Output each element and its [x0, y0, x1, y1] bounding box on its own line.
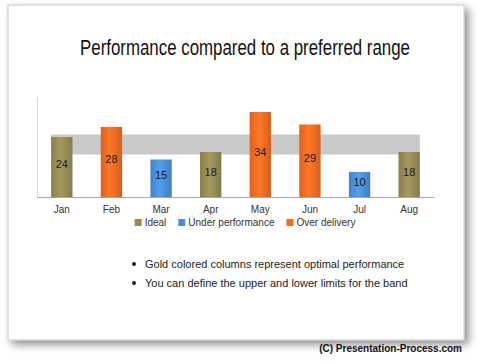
x-tick: Jan — [54, 197, 70, 215]
legend-label: Ideal — [145, 217, 167, 228]
x-tick: Aug — [400, 197, 418, 215]
chart-title: Performance compared to a preferred rang… — [80, 35, 410, 60]
y-axis-line — [37, 98, 38, 198]
x-tick: May — [251, 197, 270, 215]
x-axis-line — [38, 197, 435, 198]
data-label: 24 — [56, 158, 68, 170]
x-tick-label: Jul — [353, 204, 366, 215]
bullet-dot — [132, 262, 136, 266]
bar — [200, 152, 221, 197]
x-tick-label: Feb — [103, 204, 121, 215]
legend: Ideal Under performance Over delivery — [135, 217, 356, 228]
bullet-text: You can define the upper and lower limit… — [145, 277, 408, 289]
data-label: 10 — [353, 176, 365, 188]
legend-item: Under performance — [178, 217, 275, 228]
bullet-list: Gold colored columns represent optimal p… — [132, 258, 408, 289]
plot-marks — [51, 112, 420, 197]
credit: (C) Presentation-Process.com — [319, 343, 462, 354]
legend-item: Over delivery — [286, 217, 355, 228]
bar — [299, 125, 320, 198]
x-tick: Jul — [353, 197, 366, 215]
legend-label: Under performance — [188, 217, 275, 228]
x-tick-label: Apr — [203, 204, 219, 215]
slide-canvas: Performance compared to a preferred rang… — [0, 0, 480, 363]
y-axis — [37, 98, 38, 198]
bar — [150, 160, 171, 198]
data-label: 18 — [403, 166, 415, 178]
legend-swatch — [178, 219, 185, 226]
bar — [250, 112, 271, 197]
bullet-text: Gold colored columns represent optimal p… — [145, 258, 404, 270]
x-tick: Mar — [152, 197, 170, 215]
legend-item: Ideal — [135, 217, 167, 228]
bar — [399, 152, 420, 197]
data-labels: 24 18 18 15 10 28 34 29 — [56, 146, 416, 188]
data-label: 34 — [254, 146, 266, 158]
bar — [101, 127, 122, 197]
bar — [51, 137, 72, 197]
legend-label: Over delivery — [296, 217, 355, 228]
data-label: 29 — [304, 152, 316, 164]
x-tick: Feb — [103, 197, 121, 215]
x-tick-label: May — [251, 204, 270, 215]
x-axis: Jan Feb Mar Apr May Jun Jul Aug — [38, 197, 435, 215]
data-label: 18 — [205, 166, 217, 178]
bullet-dot — [132, 281, 136, 285]
x-tick-label: Mar — [152, 204, 170, 215]
x-tick-label: Jan — [54, 204, 70, 215]
legend-swatch — [135, 219, 142, 226]
data-label: 15 — [155, 169, 167, 181]
x-tick: Jun — [302, 197, 318, 215]
x-tick-label: Jun — [302, 204, 318, 215]
slide-panel — [8, 5, 464, 340]
legend-swatch — [286, 219, 293, 226]
x-tick: Apr — [203, 197, 219, 215]
bar — [349, 172, 370, 197]
x-tick-label: Aug — [400, 204, 418, 215]
data-label: 28 — [105, 153, 117, 165]
